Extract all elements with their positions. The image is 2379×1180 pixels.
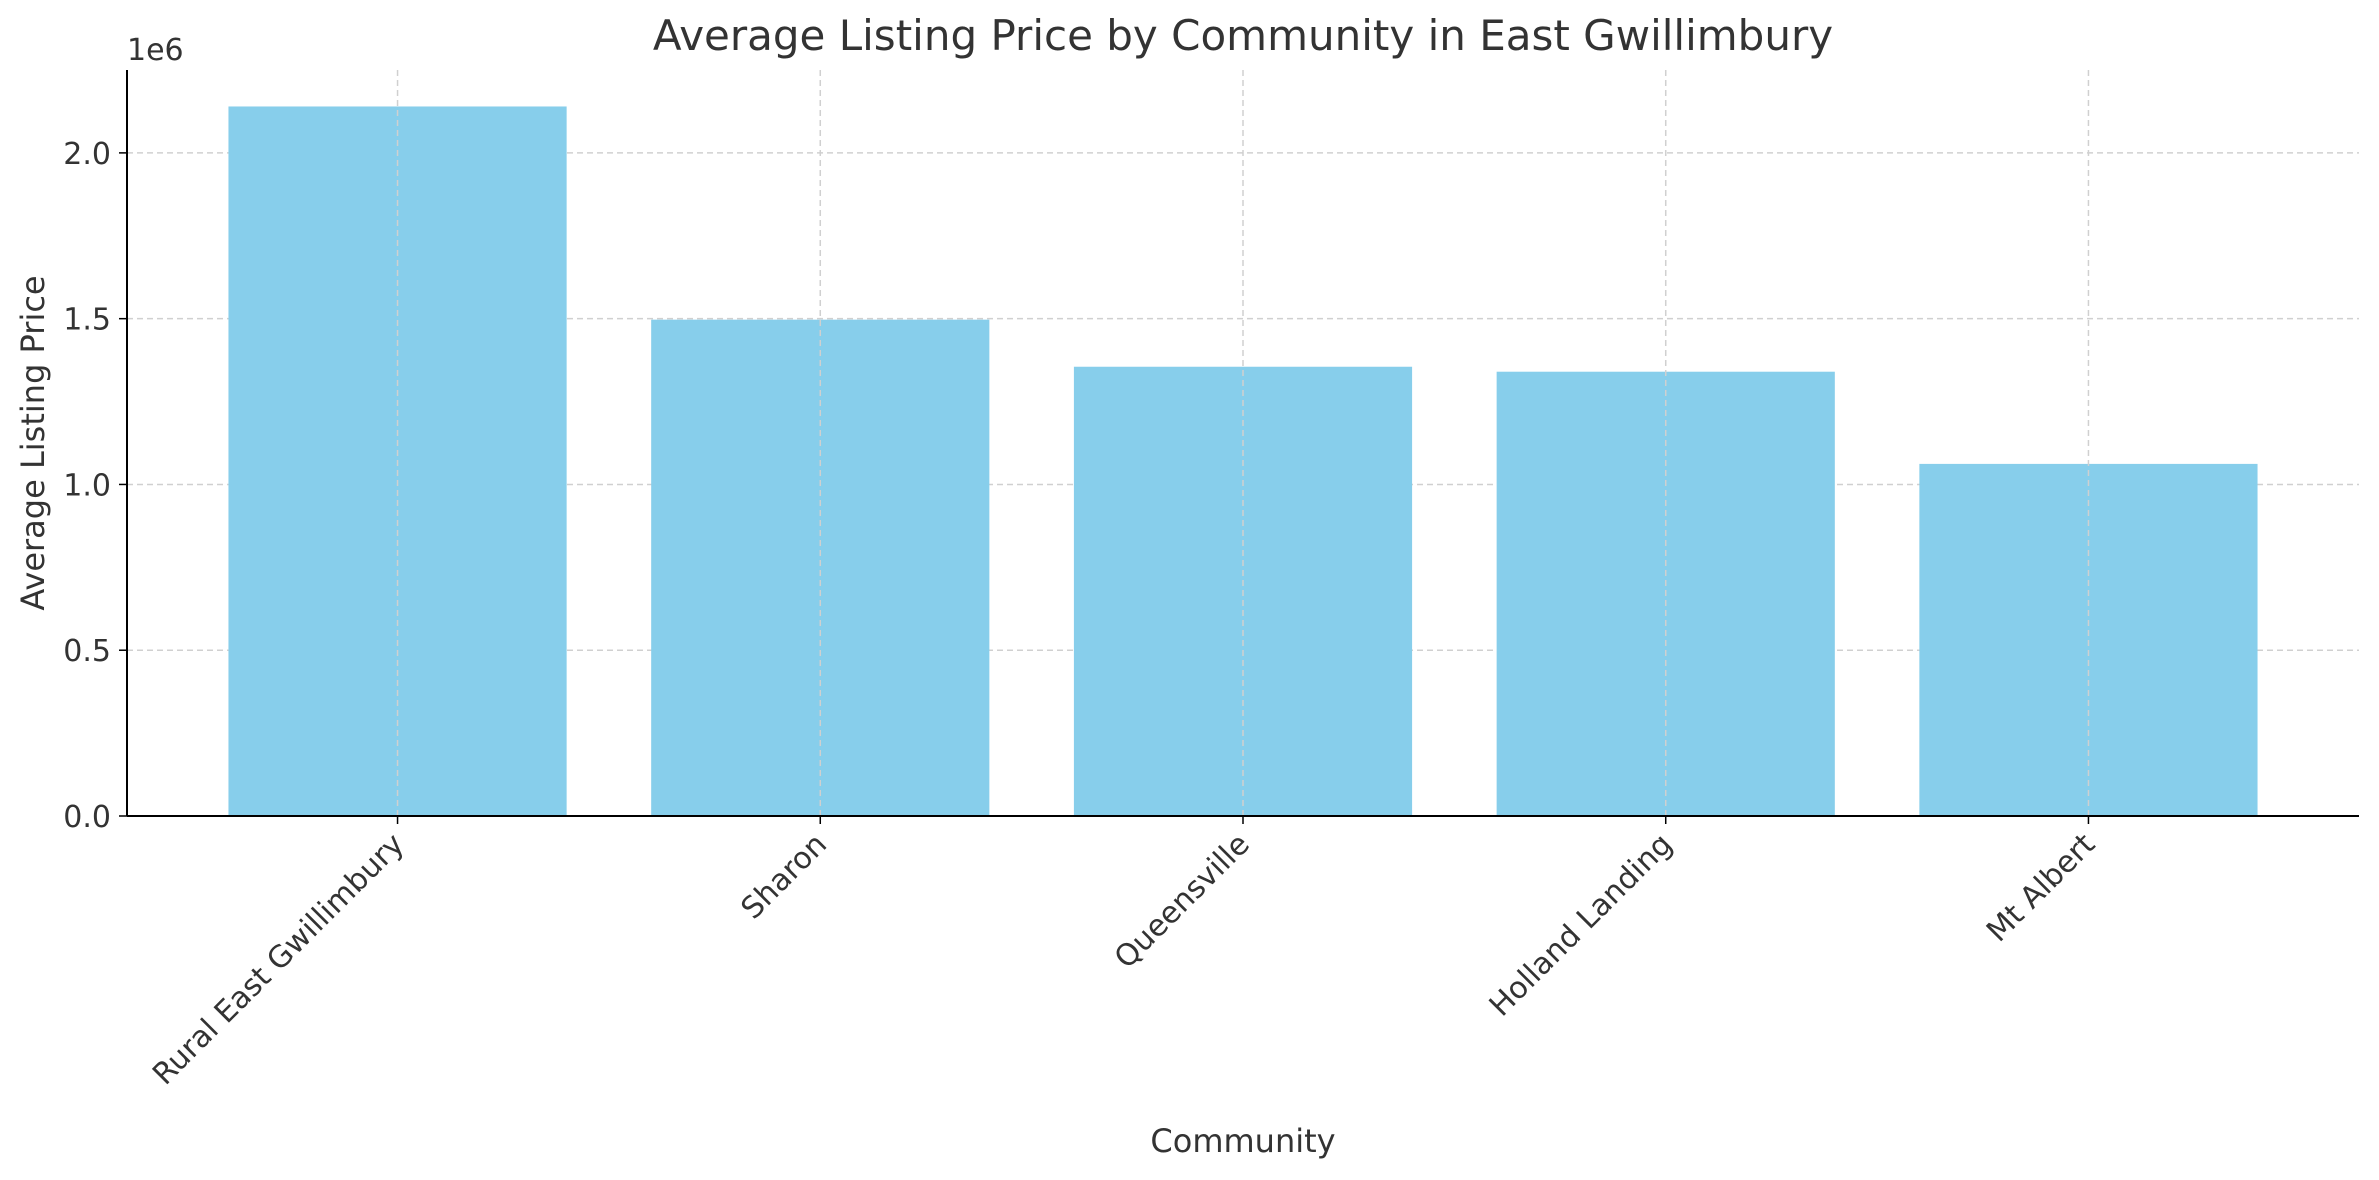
x-tick-label: Rural East Gwillimbury: [146, 827, 411, 1092]
y-tick-label: 0.0: [63, 800, 111, 835]
y-tick-label: 1.0: [63, 468, 111, 503]
y-tick-label: 2.0: [63, 137, 111, 172]
x-axis-label: Community: [1150, 1122, 1335, 1160]
chart-title: Average Listing Price by Community in Ea…: [653, 11, 1833, 60]
x-tick-label: Queensville: [1108, 827, 1257, 976]
y-offset-label: 1e6: [127, 33, 184, 68]
y-tick-label: 1.5: [63, 303, 111, 338]
x-tick-label: Sharon: [735, 827, 834, 926]
x-tick-label: Holland Landing: [1483, 827, 1680, 1024]
y-tick-label: 0.5: [63, 634, 111, 669]
x-tick-label: Mt Albert: [1980, 827, 2102, 949]
y-axis-label: Average Listing Price: [14, 275, 52, 610]
